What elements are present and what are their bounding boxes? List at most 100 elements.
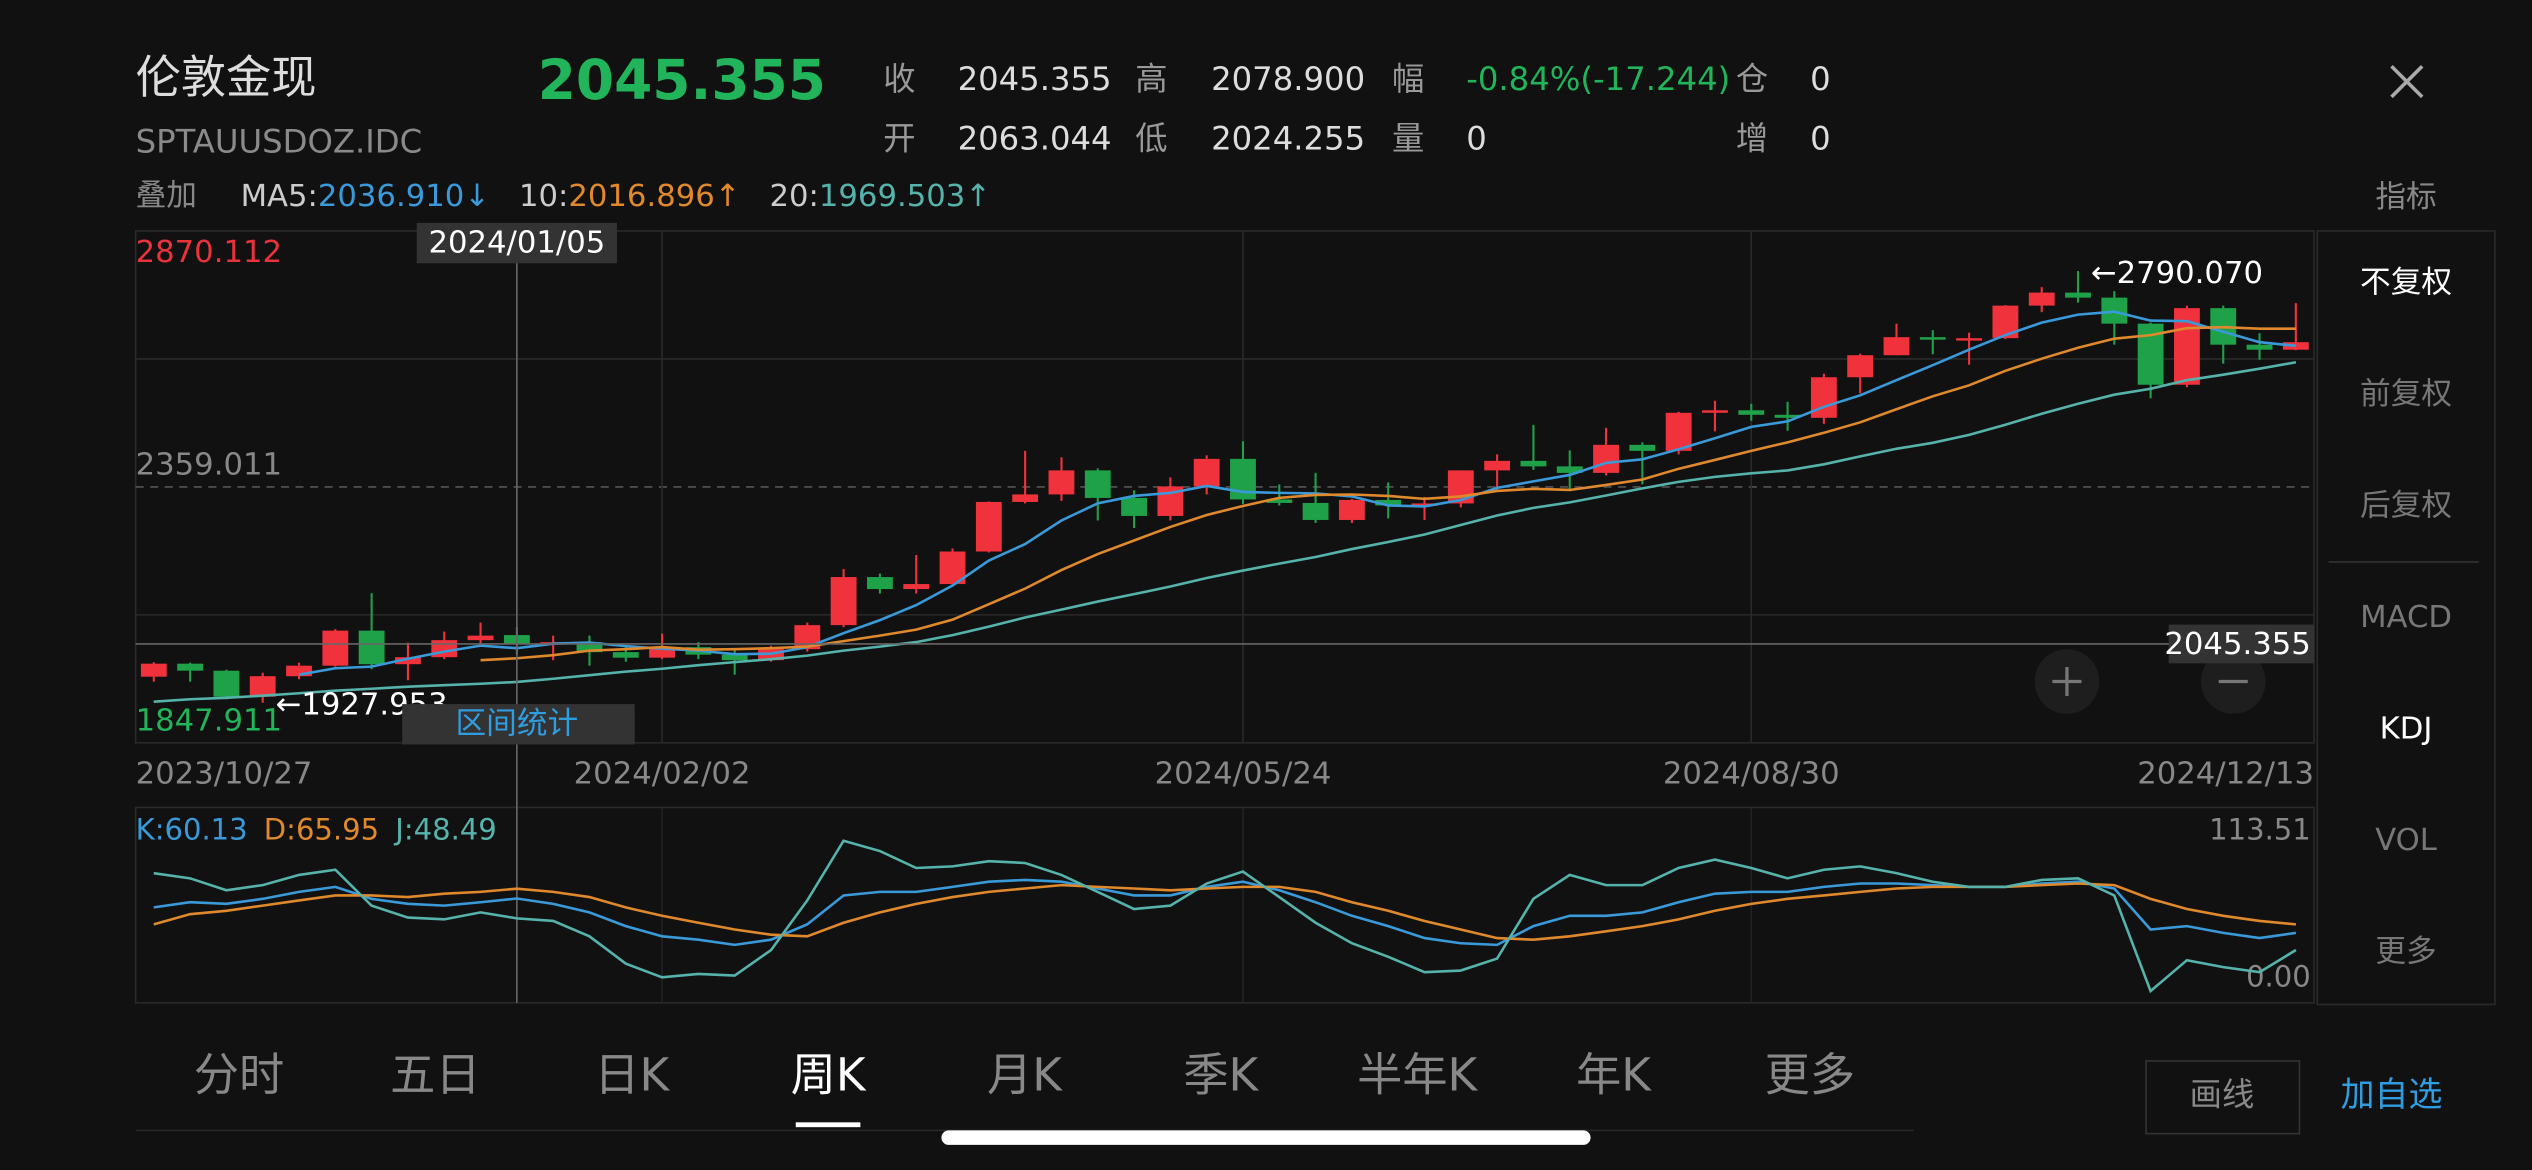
close-button[interactable] — [2390, 64, 2424, 99]
candle-body — [1084, 470, 1111, 498]
kdj-name: K: — [136, 813, 165, 847]
candle-body — [1847, 355, 1874, 378]
extreme-label: ←2790.070 — [2091, 256, 2263, 291]
kdj-name: J: — [393, 813, 413, 847]
candle-body — [1266, 499, 1293, 503]
watch-button[interactable]: 加自选 — [2341, 1075, 2443, 1114]
ma-line — [153, 360, 2297, 703]
range-button-box[interactable] — [402, 704, 635, 745]
candle-body — [213, 670, 240, 697]
range-button[interactable]: 区间统计 — [456, 707, 579, 742]
candle-body — [2065, 292, 2091, 298]
indicator-frame — [134, 806, 2315, 1004]
candle-body — [649, 647, 675, 658]
stat-label: 开 — [883, 120, 915, 158]
overlay-label: 叠加 — [136, 179, 197, 214]
y-tick-label: 2870.112 — [136, 235, 282, 270]
kdj-value: 60.13 — [164, 813, 247, 847]
kdj-tick-label: 113.51 — [2209, 813, 2311, 847]
kdj-value: 65.95 — [296, 813, 379, 847]
candle-body — [395, 657, 421, 665]
tab[interactable]: 更多 — [1765, 1049, 1855, 1102]
stat-value: 2024.255 — [1211, 120, 1365, 158]
zoom-out[interactable] — [2200, 649, 2266, 714]
stat-label: 高 — [1135, 60, 1167, 98]
candle-body — [1919, 337, 1946, 340]
candle-body — [903, 584, 930, 590]
candle-body — [1048, 470, 1075, 495]
kdj-legend: K:60.13 D:65.95 J:48.49 — [136, 813, 497, 847]
tab[interactable]: 月K — [987, 1049, 1063, 1102]
crosshair-price: 2045.355 — [2164, 627, 2310, 662]
tab[interactable]: 日K — [594, 1049, 670, 1102]
candle-body — [1629, 444, 1656, 451]
tab[interactable]: 分时 — [194, 1049, 284, 1102]
candle-body — [2174, 308, 2200, 385]
kdj-line — [153, 839, 2297, 994]
side-item[interactable]: KDJ — [2380, 711, 2433, 746]
ma-name: 10: — [519, 179, 568, 214]
candle-body — [1738, 410, 1765, 415]
candle-body — [358, 630, 385, 665]
candle-body — [576, 642, 603, 653]
crosshair-date: 2024/01/05 — [428, 225, 605, 260]
candle-body — [1338, 499, 1365, 520]
stat-label: 增 — [1736, 120, 1768, 158]
ma-name: 20: — [770, 179, 819, 214]
draw-button[interactable]: 画线 — [2190, 1075, 2255, 1113]
stat-label: 仓 — [1736, 60, 1768, 98]
tab[interactable]: 周K — [791, 1049, 867, 1102]
kdj-line — [153, 882, 2297, 941]
candle-body — [1883, 337, 1910, 356]
candle-body — [866, 577, 893, 590]
kdj-tick-label: 0.00 — [2246, 960, 2311, 994]
side-item[interactable]: 前复权 — [2360, 377, 2452, 412]
candle-body — [249, 676, 276, 697]
candle-body — [1665, 412, 1692, 451]
candle-body — [1193, 458, 1220, 487]
candle-body — [322, 630, 349, 666]
candle-body — [1484, 460, 1511, 471]
stat-value: 2078.900 — [1211, 60, 1365, 98]
candle-body — [1447, 470, 1474, 504]
stat-value: -0.84%(-17.244) — [1466, 60, 1730, 98]
candle-body — [1411, 503, 1438, 506]
stat-label: 幅 — [1392, 60, 1424, 98]
stat-label: 量 — [1392, 120, 1424, 158]
tab[interactable]: 年K — [1576, 1049, 1652, 1102]
side-item[interactable]: 更多 — [2375, 934, 2436, 969]
draw-button-frame[interactable] — [2145, 1060, 2301, 1135]
last-price: 2045.355 — [538, 48, 826, 112]
side-item[interactable]: MACD — [2360, 600, 2452, 635]
candle-body — [140, 663, 167, 677]
y-tick-label: 1847.911 — [136, 703, 282, 738]
x-tick-label: 2024/08/30 — [1663, 757, 1840, 792]
zoom-in[interactable] — [2034, 649, 2100, 714]
tab[interactable]: 半年K — [1357, 1049, 1478, 1102]
candle-body — [1520, 460, 1547, 467]
stat-label: 低 — [1135, 120, 1167, 158]
candle-body — [286, 665, 312, 677]
home-indicator — [941, 1130, 1591, 1145]
stat-label: 收 — [883, 60, 915, 98]
side-item[interactable]: 不复权 — [2360, 266, 2452, 301]
candle-body — [1121, 497, 1147, 516]
side-item[interactable]: VOL — [2375, 823, 2437, 858]
candle-body — [2028, 292, 2055, 306]
side-item[interactable]: 后复权 — [2360, 489, 2452, 524]
kdj-name: D: — [264, 813, 296, 847]
ma-value: 2036.910↓ — [318, 179, 490, 214]
stat-value: 0 — [1810, 120, 1831, 158]
crosshair-date-box — [416, 222, 617, 264]
stat-value: 2063.044 — [958, 120, 1112, 158]
candle-body — [1375, 499, 1402, 506]
candle-body — [612, 652, 639, 658]
tab[interactable]: 季K — [1183, 1049, 1259, 1102]
tab[interactable]: 五日 — [390, 1049, 480, 1102]
side-title: 指标 — [2375, 180, 2436, 215]
stat-value: 2045.355 — [958, 60, 1112, 98]
ma-name: MA5: — [241, 179, 318, 214]
candle-body — [975, 501, 1002, 552]
